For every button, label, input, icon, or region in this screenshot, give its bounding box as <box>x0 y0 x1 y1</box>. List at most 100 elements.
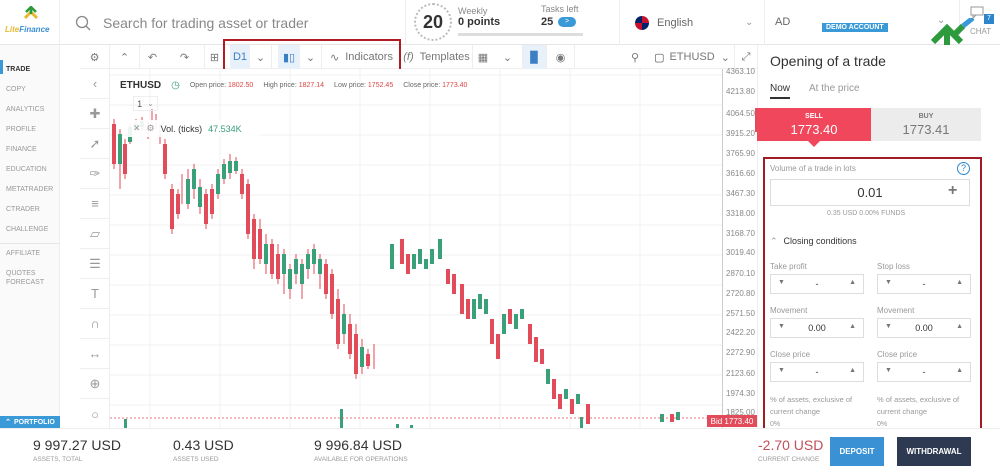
y-tick: 3019.40 <box>726 248 755 257</box>
trendline-icon[interactable]: ➚ <box>80 129 110 159</box>
sidebar-item-challenge[interactable]: CHALLENGE <box>6 226 49 233</box>
buy-label: BUY <box>918 113 934 120</box>
increment-icon[interactable]: ▲ <box>956 367 963 374</box>
portfolio-toggle[interactable]: ⌃ PORTFOLIO <box>0 416 60 428</box>
brush-icon[interactable]: ✑ <box>80 159 110 189</box>
y-tick: 2720.80 <box>726 289 755 298</box>
close-icon[interactable]: ✕ <box>133 123 141 133</box>
decrement-icon[interactable]: ▼ <box>778 367 785 374</box>
sidebar-item-metatrader[interactable]: METATRADER <box>6 186 54 193</box>
highlight-box-toolbar <box>223 39 401 71</box>
increment-icon[interactable]: ▲ <box>956 279 963 286</box>
sidebar-item-analytics[interactable]: ANALYTICS <box>6 106 45 113</box>
top-header <box>0 0 1000 45</box>
decrement-icon[interactable]: ▼ <box>885 367 892 374</box>
timeframe-select[interactable]: D1 <box>230 45 250 69</box>
decrement-icon[interactable]: ▼ <box>778 323 785 330</box>
account-select[interactable]: AD DEMO ACCOUNT ⌄ <box>765 0 960 45</box>
pct-assets-tp-label: % of assets, exclusive of current change <box>770 395 853 416</box>
measure-icon[interactable]: ↔ <box>80 339 110 369</box>
close-price-sl-stepper[interactable]: ▼ - ▲ <box>877 362 971 382</box>
sidebar-item-finance[interactable]: FINANCE <box>6 146 37 153</box>
increment-icon[interactable]: ▲ <box>849 367 856 374</box>
volume-bars-icon[interactable]: ▉ <box>523 45 547 69</box>
close-price-tp-stepper[interactable]: ▼ - ▲ <box>770 362 864 382</box>
withdrawal-button[interactable]: WITHDRAWAL <box>897 437 971 466</box>
increment-icon[interactable]: ▲ <box>849 323 856 330</box>
fullscreen-icon[interactable]: ⤢ <box>741 50 751 63</box>
high-value: 1827.14 <box>298 82 325 89</box>
channel-icon[interactable]: ≡ <box>80 189 110 219</box>
sidebar-item-education[interactable]: EDUCATION <box>6 166 47 173</box>
camera-icon[interactable]: ◉ <box>547 45 575 69</box>
weekly-tasks[interactable]: 20 Weekly 0 points Tasks left 25 > <box>405 0 620 45</box>
plus-icon[interactable]: + <box>948 182 958 199</box>
pct-assets-sl-label: % of assets, exclusive of current change <box>877 395 960 416</box>
movement-sl-stepper[interactable]: ▼ 0.00 ▲ <box>877 318 971 338</box>
fibonacci-icon[interactable]: ☰ <box>80 249 110 279</box>
chat-label: CHAT <box>970 27 992 36</box>
collapse-up-icon[interactable]: ⌃ <box>110 45 140 69</box>
sell-button[interactable]: SELL 1773.40 <box>757 108 871 141</box>
candlestick-icon[interactable]: ▮▯ <box>278 45 300 69</box>
low-label: Low price: <box>334 82 366 89</box>
movement-sl-value: 0.00 <box>915 323 933 333</box>
tab-at-the-price[interactable]: At the price <box>809 83 860 94</box>
sell-price: 1773.40 <box>790 122 838 137</box>
volume-input[interactable]: 0.01 <box>770 179 970 206</box>
sidebar-item-ctrader[interactable]: CTRADER <box>6 206 40 213</box>
add-chart-icon[interactable]: ⊞ <box>205 45 225 69</box>
decrement-icon[interactable]: ▼ <box>885 279 892 286</box>
chevron-down-icon[interactable]: ⌄ <box>300 45 322 69</box>
templates-button[interactable]: (f) Templates <box>401 45 473 69</box>
decrement-icon[interactable]: ▼ <box>885 323 892 330</box>
stop-loss-stepper[interactable]: ▼ - ▲ <box>877 274 971 294</box>
sidebar-item-affiliate[interactable]: AFFILIATE <box>6 250 41 257</box>
tasks-arrow-button[interactable]: > <box>558 17 576 27</box>
interval-value: 1 <box>137 98 143 109</box>
increment-icon[interactable]: ▲ <box>956 323 963 330</box>
increment-icon[interactable]: ▲ <box>849 279 856 286</box>
interval-select[interactable]: 1 ⌄ <box>133 96 158 111</box>
text-icon[interactable]: T <box>80 279 110 309</box>
sidebar-item-trade[interactable]: TRADE <box>6 66 31 73</box>
collapse-left-icon[interactable]: ‹ <box>80 69 110 99</box>
save-icon: ▢ <box>654 51 665 64</box>
tab-now[interactable]: Now <box>770 83 791 99</box>
zoom-in-icon[interactable]: ⊕ <box>80 369 110 399</box>
movement-tp-stepper[interactable]: ▼ 0.00 ▲ <box>770 318 864 338</box>
settings-gear-icon[interactable]: ⚙ <box>80 45 110 69</box>
assets-total-label: ASSETS, TOTAL <box>33 456 83 463</box>
movement-tp-value: 0.00 <box>808 323 826 333</box>
closing-conditions-toggle[interactable]: ⌃ Closing conditions <box>770 236 857 247</box>
magnet-icon[interactable]: ∩ <box>80 309 110 339</box>
shape-icon[interactable]: ▱ <box>80 219 110 249</box>
chart-symbol: ETHUSD <box>120 80 162 91</box>
crosshair-icon[interactable]: ✚ <box>80 99 110 129</box>
help-icon[interactable]: ? <box>957 162 970 175</box>
brand-logo[interactable]: LiteFinance <box>0 0 60 45</box>
chevron-down-icon[interactable]: ⌄ <box>250 45 272 69</box>
symbol-select[interactable]: ▢ ETHUSD ⌄ <box>650 45 735 69</box>
search-icon[interactable]: ⚲ <box>630 51 640 64</box>
price-marker <box>755 108 757 132</box>
deposit-button[interactable]: DEPOSIT <box>830 437 884 466</box>
lock-icon[interactable]: ○ <box>91 406 99 422</box>
calendar-icon[interactable]: ▦ <box>477 51 489 64</box>
clock-icon: ◷ <box>171 80 180 91</box>
sidebar-item-profile[interactable]: PROFILE <box>6 126 36 133</box>
undo-icon[interactable]: ↶ <box>147 51 158 64</box>
search-input[interactable]: Search for trading asset or trader <box>75 0 405 45</box>
take-profit-stepper[interactable]: ▼ - ▲ <box>770 274 864 294</box>
decrement-icon[interactable]: ▼ <box>778 279 785 286</box>
price-axis[interactable]: 4363.10 4213.80 4064.50 3915.20 3765.90 … <box>722 67 757 428</box>
redo-icon[interactable]: ↷ <box>165 45 205 69</box>
current-change-label: CURRENT CHANGE <box>758 456 820 463</box>
main-sidebar: TRADE COPY ANALYTICS PROFILE FINANCE EDU… <box>0 45 60 428</box>
gear-icon[interactable]: ⚙ <box>146 123 155 133</box>
language-select[interactable]: English ⌄ <box>620 0 765 45</box>
chevron-down-icon[interactable]: ⌄ <box>493 45 523 69</box>
sidebar-item-quotes-forecast[interactable]: QUOTES FORECAST <box>6 270 45 286</box>
buy-button[interactable]: BUY 1773.41 <box>871 108 981 141</box>
sidebar-item-copy[interactable]: COPY <box>6 86 26 93</box>
